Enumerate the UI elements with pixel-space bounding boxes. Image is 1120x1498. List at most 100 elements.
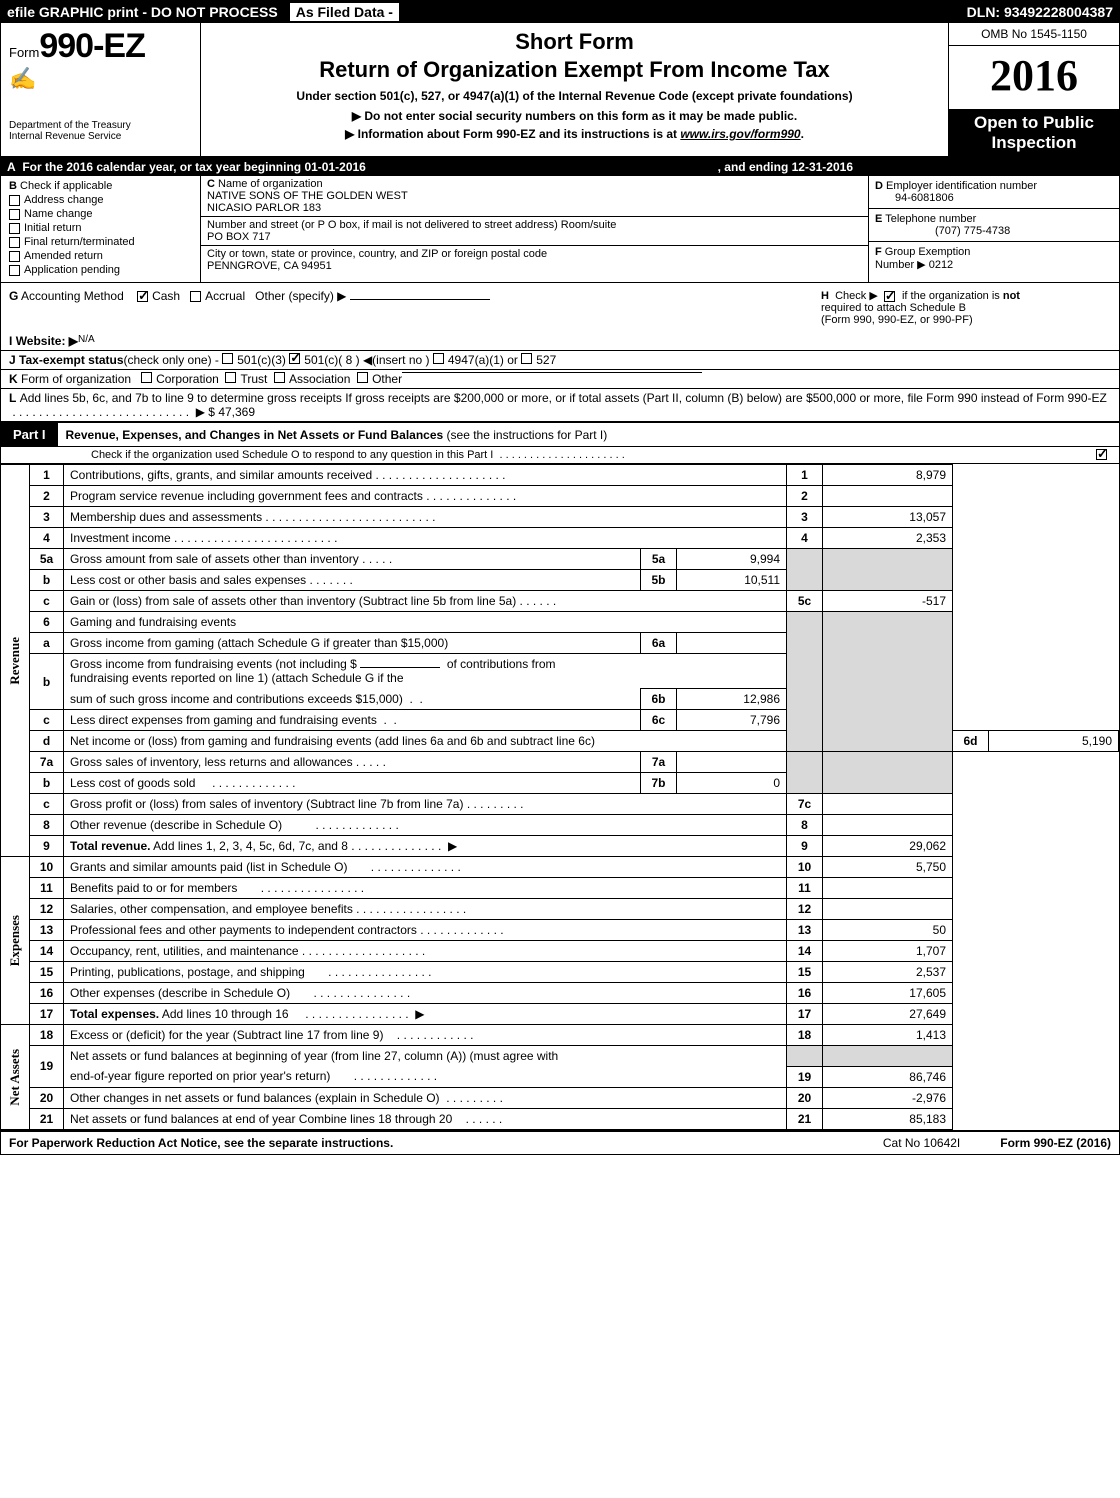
under-section: Under section 501(c), 527, or 4947(a)(1)… (209, 89, 940, 103)
phone: (707) 775-4738 (875, 225, 1010, 237)
chk-corp[interactable] (141, 372, 152, 383)
ein: 94-6081806 (875, 192, 954, 204)
form-number: Form990-EZ (9, 27, 192, 66)
header-mid: Short Form Return of Organization Exempt… (201, 23, 949, 156)
cat-no: Cat No 10642I (883, 1136, 960, 1150)
efile-topbar: efile GRAPHIC print - DO NOT PROCESS As … (1, 1, 1119, 23)
val-2 (823, 486, 953, 507)
dln: DLN: 93492228004387 (961, 4, 1119, 20)
chk-assoc[interactable] (274, 372, 285, 383)
row-gh: G Accounting Method Cash Accrual Other (… (1, 283, 1119, 332)
line-21: 21 Net assets or fund balances at end of… (1, 1108, 1119, 1129)
form-container: efile GRAPHIC print - DO NOT PROCESS As … (0, 0, 1120, 1155)
efile-mid: As Filed Data - (288, 1, 401, 23)
form-prefix: Form (9, 45, 39, 60)
line-19-1: 19 Net assets or fund balances at beginn… (1, 1046, 1119, 1067)
line-20: 20 Other changes in net assets or fund b… (1, 1087, 1119, 1108)
val-5a: 9,994 (677, 549, 787, 570)
form-990ez: 990-EZ (39, 27, 145, 65)
val-20: -2,976 (823, 1087, 953, 1108)
line-6: 6 Gaming and fundraising events (1, 612, 1119, 633)
line-3: 3 Membership dues and assessments . . . … (1, 507, 1119, 528)
line-5a: 5a Gross amount from sale of assets othe… (1, 549, 1119, 570)
open-to-public: Open to Public Inspection (949, 109, 1119, 156)
chk-pending[interactable]: Application pending (9, 264, 192, 276)
val-10: 5,750 (823, 857, 953, 878)
efile-left: efile GRAPHIC print - DO NOT PROCESS (1, 4, 284, 20)
row-k: K Form of organization Corporation Trust… (1, 370, 1119, 389)
val-13: 50 (823, 920, 953, 941)
line-11: 11 Benefits paid to or for members . . .… (1, 878, 1119, 899)
line-10: Expenses 10 Grants and similar amounts p… (1, 857, 1119, 878)
chk-501c[interactable] (289, 353, 300, 364)
chk-cash[interactable] (137, 291, 148, 302)
val-6b: 12,986 (677, 689, 787, 710)
org-address: PO BOX 717 (207, 231, 271, 243)
form-header: Form990-EZ ✍ Department of the Treasury … (1, 23, 1119, 158)
chk-trust[interactable] (225, 372, 236, 383)
row-l: L Add lines 5b, 6c, and 7b to line 9 to … (1, 389, 1119, 421)
title-return: Return of Organization Exempt From Incom… (209, 57, 940, 83)
line-8: 8 Other revenue (describe in Schedule O)… (1, 815, 1119, 836)
treasury-dept: Department of the Treasury Internal Reve… (9, 120, 192, 142)
chk-initial[interactable]: Initial return (9, 222, 192, 234)
org-city: PENNGROVE, CA 94951 (207, 260, 332, 272)
val-8 (823, 815, 953, 836)
line-12: 12 Salaries, other compensation, and emp… (1, 899, 1119, 920)
part-i-title: Revenue, Expenses, and Changes in Net As… (58, 424, 1119, 446)
chk-527[interactable] (521, 353, 532, 364)
title-short-form: Short Form (209, 29, 940, 55)
footer: For Paperwork Reduction Act Notice, see … (1, 1130, 1119, 1154)
val-4: 2,353 (823, 528, 953, 549)
chk-501c3[interactable] (222, 353, 233, 364)
val-21: 85,183 (823, 1108, 953, 1129)
chk-address[interactable]: Address change (9, 194, 192, 206)
irs-link[interactable]: www.irs.gov/form990 (680, 127, 800, 141)
line-7c: c Gross profit or (loss) from sales of i… (1, 794, 1119, 815)
chk-schedule-o[interactable] (1096, 449, 1107, 460)
val-9: 29,062 (823, 836, 953, 857)
part-i-label: Part I (1, 423, 58, 446)
line-19-2: end-of-year figure reported on prior yea… (1, 1066, 1119, 1087)
h-box: H Check ▶ if the organization is not req… (811, 289, 1111, 326)
row-j: J Tax-exempt status (check only one) - 5… (1, 351, 1119, 370)
val-7c (823, 794, 953, 815)
val-14: 1,707 (823, 941, 953, 962)
revenue-label: Revenue (7, 637, 23, 685)
col-b: B Check if applicable Address change Nam… (1, 176, 201, 282)
expenses-label: Expenses (7, 915, 23, 966)
val-6d: 5,190 (989, 731, 1119, 752)
part-i-header: Part I Revenue, Expenses, and Changes in… (1, 421, 1119, 447)
line-5c: c Gain or (loss) from sale of assets oth… (1, 591, 1119, 612)
val-11 (823, 878, 953, 899)
header-left: Form990-EZ ✍ Department of the Treasury … (1, 23, 201, 156)
line-2: 2 Program service revenue including gove… (1, 486, 1119, 507)
org-name-1: NATIVE SONS OF THE GOLDEN WEST (207, 190, 408, 202)
chk-amended[interactable]: Amended return (9, 250, 192, 262)
tax-year: 2016 (949, 46, 1119, 109)
chk-name[interactable]: Name change (9, 208, 192, 220)
header-right: OMB No 1545-1150 2016 Open to Public Ins… (949, 23, 1119, 156)
col-de: D Employer identification number 94-6081… (869, 176, 1119, 282)
omb-number: OMB No 1545-1150 (949, 23, 1119, 46)
chk-other[interactable] (357, 372, 368, 383)
val-7a (677, 752, 787, 773)
val-7b: 0 (677, 773, 787, 794)
chk-final[interactable]: Final return/terminated (9, 236, 192, 248)
col-c: C Name of organization NATIVE SONS OF TH… (201, 176, 869, 282)
form-footer: Form 990-EZ (2016) (1000, 1136, 1111, 1150)
chk-accrual[interactable] (190, 291, 201, 302)
paperwork-notice: For Paperwork Reduction Act Notice, see … (9, 1136, 393, 1150)
website: N/A (78, 334, 95, 345)
row-i: I Website: ▶ N/A (1, 332, 1119, 351)
instr-link: ▶ Information about Form 990-EZ and its … (209, 127, 940, 141)
group-exemption: 0212 (929, 259, 953, 271)
val-6c: 7,796 (677, 710, 787, 731)
val-5b: 10,511 (677, 570, 787, 591)
val-18: 1,413 (823, 1025, 953, 1046)
chk-4947[interactable] (433, 353, 444, 364)
org-name-2: NICASIO PARLOR 183 (207, 202, 321, 214)
chk-h[interactable] (884, 291, 895, 302)
line-14: 14 Occupancy, rent, utilities, and maint… (1, 941, 1119, 962)
line-15: 15 Printing, publications, postage, and … (1, 962, 1119, 983)
